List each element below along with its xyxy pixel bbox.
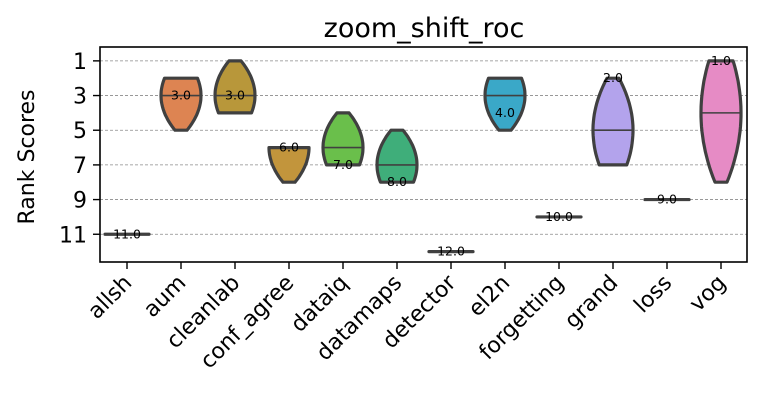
data-label-allsh: 11.0 [113, 226, 141, 241]
data-label-vog: 1.0 [711, 53, 731, 68]
data-label-forgetting: 10.0 [545, 209, 573, 224]
violin-conf_agree [267, 146, 311, 184]
violin-dataiq [321, 111, 365, 167]
violin-body-conf_agree [267, 146, 311, 184]
violin-grand [591, 76, 635, 167]
violin-aum [159, 76, 203, 132]
x-tick-label-loss: loss [630, 271, 678, 319]
y-tick-label: 3 [73, 85, 87, 110]
chart-title: zoom_shift_roc [324, 13, 525, 44]
y-tick-label: 7 [73, 154, 87, 179]
data-labels: 11.0 3.0 3.0 6.0 7.0 8.0 12.0 4.0 10.0 2.0 9.0 1.0 [113, 53, 731, 259]
data-label-datamaps: 8.0 [387, 174, 407, 189]
y-tick-label: 5 [73, 119, 87, 144]
violin-body-vog [699, 59, 743, 184]
violin-datamaps [375, 128, 419, 184]
data-label-detector: 12.0 [437, 244, 465, 259]
y-tick-label: 9 [73, 189, 87, 214]
violin-vog [699, 59, 743, 184]
data-label-grand: 2.0 [603, 70, 623, 85]
grid-lines [100, 60, 747, 235]
y-axis-label: Rank Scores [15, 89, 40, 224]
violins [103, 59, 743, 254]
x-tick-label-vog: vog [685, 271, 731, 317]
violin-cleanlab [213, 59, 257, 115]
violin-body-dataiq [321, 111, 365, 167]
data-label-cleanlab: 3.0 [225, 88, 245, 103]
data-label-aum: 3.0 [171, 88, 191, 103]
violin-body-aum [159, 76, 203, 132]
x-tick-label-allsh: allsh [83, 271, 137, 325]
violin-body-grand [591, 76, 635, 167]
y-ticks: 1 3 5 7 9 11 [59, 50, 100, 248]
data-label-conf_agree: 6.0 [279, 140, 299, 155]
plot-frame [99, 46, 748, 263]
violin-body-cleanlab [213, 59, 257, 115]
violin-el2n [483, 76, 527, 132]
y-tick-label: 11 [59, 223, 87, 248]
x-tick-label-grand: grand [560, 271, 623, 334]
data-label-el2n: 4.0 [495, 105, 515, 120]
y-tick-label: 1 [73, 50, 87, 75]
violin-body-datamaps [375, 128, 419, 184]
x-ticks: allsh aumcleanlabconf_agreedataiqdatamaps… [83, 262, 731, 374]
data-label-loss: 9.0 [657, 192, 677, 207]
data-label-dataiq: 7.0 [333, 157, 353, 172]
